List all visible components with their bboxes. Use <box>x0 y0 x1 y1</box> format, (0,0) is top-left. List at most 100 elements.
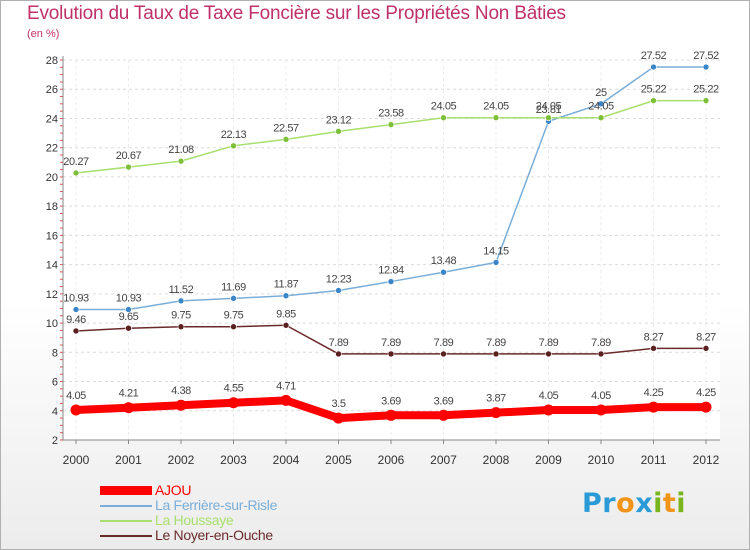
y-tick-label: 16 <box>46 230 58 242</box>
data-point <box>282 136 290 143</box>
data-label: 25.22 <box>693 84 719 96</box>
data-label: 25.22 <box>641 84 667 96</box>
legend-swatch-le-noyer-en-ouche <box>100 535 152 537</box>
data-point <box>125 306 132 313</box>
data-point <box>650 63 657 71</box>
data-point <box>70 404 82 416</box>
x-tick-label: 2005 <box>325 453 352 467</box>
legend-label-le-noyer-en-ouche: Le Noyer-en-Ouche <box>155 527 273 543</box>
data-label: 11.69 <box>221 281 246 293</box>
data-label: 8.27 <box>644 331 664 343</box>
data-point <box>438 409 449 421</box>
data-label: 12.23 <box>326 273 352 285</box>
y-unit-label: (en %) <box>27 28 60 40</box>
data-point <box>177 323 185 331</box>
data-point <box>228 397 239 409</box>
data-point <box>387 350 395 358</box>
data-label: 3.69 <box>434 395 454 407</box>
data-label: 23.58 <box>378 108 404 120</box>
y-tick-label: 20 <box>46 172 58 184</box>
data-label: 7.89 <box>591 337 611 349</box>
legend-label-ajou: AJOU <box>155 482 192 498</box>
data-point <box>440 268 447 276</box>
data-point <box>597 100 605 108</box>
x-tick-label: 2012 <box>693 453 720 467</box>
data-label: 9.85 <box>276 308 296 320</box>
data-label: 4.25 <box>696 387 716 399</box>
data-label: 13.48 <box>431 255 457 267</box>
logo-letter: P <box>582 488 603 519</box>
data-point <box>335 128 342 135</box>
data-point <box>648 401 659 413</box>
logo-letter: o <box>616 488 636 519</box>
data-point <box>177 157 185 165</box>
data-label: 12.84 <box>378 265 404 277</box>
data-label: 4.55 <box>224 383 244 395</box>
data-point <box>125 163 132 171</box>
x-tick-label: 2008 <box>483 453 510 467</box>
legend-swatch-la-houssaye <box>100 520 152 522</box>
data-point <box>440 350 447 358</box>
data-point <box>595 404 607 416</box>
y-tick-label: 14 <box>46 260 58 272</box>
data-point <box>230 295 237 302</box>
y-tick-label: 12 <box>46 289 58 301</box>
proxiti-logo: Proxiti <box>582 488 686 519</box>
x-tick-label: 2007 <box>430 453 457 467</box>
y-tick-label: 22 <box>46 143 58 155</box>
data-label: 8.27 <box>696 331 716 343</box>
y-tick-label: 2 <box>52 435 58 447</box>
data-point <box>650 345 657 352</box>
x-tick-label: 2003 <box>220 453 247 467</box>
data-label: 23.12 <box>326 114 352 126</box>
data-point <box>492 114 500 122</box>
data-label: 22.57 <box>273 122 299 134</box>
y-tick-label: 8 <box>52 347 58 359</box>
data-label: 4.21 <box>119 388 139 400</box>
x-tick-label: 2000 <box>63 453 90 467</box>
x-tick-label: 2006 <box>378 453 405 467</box>
data-label: 4.25 <box>644 387 664 399</box>
data-point <box>177 297 185 305</box>
x-tick-label: 2002 <box>168 453 195 467</box>
data-label: 4.05 <box>539 390 559 402</box>
legend-label-la-houssaye: La Houssaye <box>155 512 234 528</box>
data-label: 7.89 <box>539 337 559 349</box>
data-label: 10.93 <box>116 292 142 304</box>
data-label: 3.87 <box>486 393 506 405</box>
data-point <box>175 399 187 411</box>
legend-swatch-la-ferriere-sur-risle <box>100 505 152 507</box>
data-label: 24.05 <box>431 101 457 113</box>
data-point <box>280 394 292 406</box>
y-tick-label: 26 <box>46 84 58 96</box>
x-tick-label: 2004 <box>273 453 300 467</box>
x-tick-label: 2001 <box>115 453 142 467</box>
data-label: 27.52 <box>693 50 719 62</box>
logo-letter: i <box>653 488 663 519</box>
data-label: 27.52 <box>641 50 667 62</box>
y-tick-label: 4 <box>52 406 58 418</box>
data-label: 7.89 <box>486 337 506 349</box>
y-tick-label: 6 <box>52 377 58 389</box>
data-point <box>282 321 290 329</box>
x-tick-label: 2011 <box>641 453 667 467</box>
data-point <box>387 121 395 128</box>
y-tick-label: 28 <box>46 55 58 67</box>
data-point <box>702 345 710 352</box>
data-label: 24.05 <box>588 101 614 113</box>
data-point <box>702 63 710 71</box>
logo-letter: x <box>635 488 654 519</box>
data-label: 20.27 <box>63 156 89 168</box>
x-tick-label: 2010 <box>588 453 615 467</box>
data-label: 4.38 <box>171 385 191 397</box>
data-point <box>492 350 500 358</box>
logo-letter: i <box>676 488 687 519</box>
data-point <box>385 409 397 421</box>
data-point <box>333 412 344 424</box>
data-point <box>282 292 290 300</box>
logo-letter: r <box>602 488 617 519</box>
data-label: 4.05 <box>591 390 611 402</box>
data-point <box>700 401 712 413</box>
chart-title: Evolution du Taux de Taxe Foncière sur l… <box>27 3 566 24</box>
data-label: 9.75 <box>171 310 191 322</box>
